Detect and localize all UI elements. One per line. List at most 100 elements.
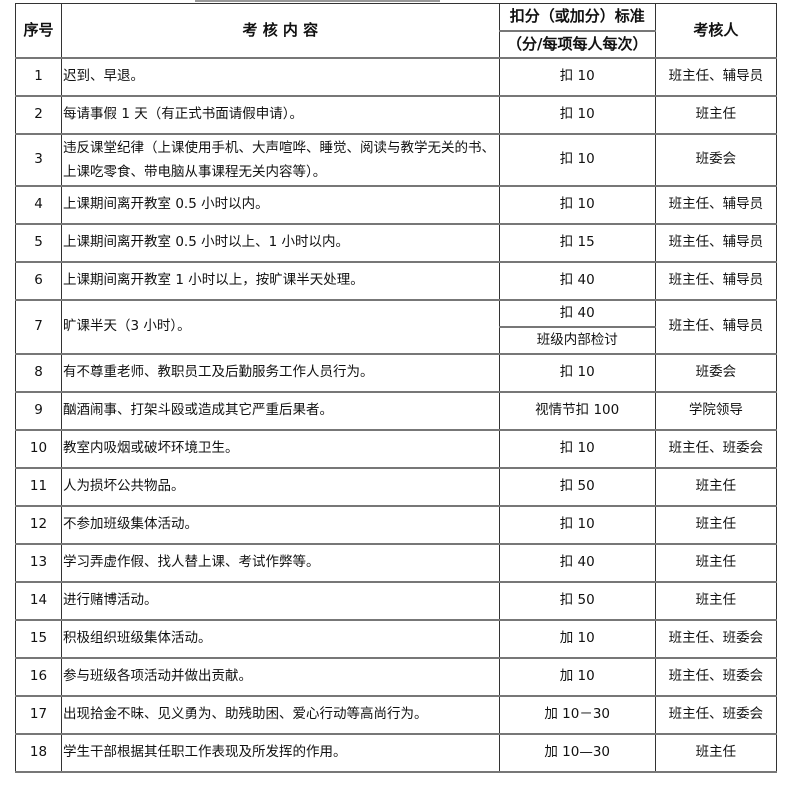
row-no: 17 xyxy=(14,695,63,735)
row-no: 14 xyxy=(14,581,63,621)
row-standard: 扣 10 xyxy=(498,57,656,97)
row-assessor: 班主任 xyxy=(654,543,778,583)
row-assessor: 班主任、班委会 xyxy=(654,695,778,735)
row-assessor: 班主任、班委会 xyxy=(654,657,778,697)
row-content: 每请事假 1 天（有正式书面请假申请）。 xyxy=(61,95,500,135)
table-row: 16 参与班级各项活动并做出贡献。加 10 班主任、班委会 xyxy=(14,657,778,697)
row-standard: 扣 10 xyxy=(498,185,656,225)
row-no: 12 xyxy=(14,505,63,545)
row-standard-note: 班级内部检讨 xyxy=(498,326,656,355)
row-assessor: 班主任、辅导员 xyxy=(654,299,778,355)
row-standard: 扣 10 xyxy=(498,353,656,393)
row-standard: 扣 50 xyxy=(498,467,656,507)
table-row: 17 出现拾金不昧、见义勇为、助残助困、爱心行动等高尚行为。加 10－30 班主任、… xyxy=(14,695,778,735)
row-no: 8 xyxy=(14,353,63,393)
row-content: 旷课半天（3 小时）。 xyxy=(61,299,500,355)
row-content: 人为损坏公共物品。 xyxy=(61,467,500,507)
table-row: 15 积极组织班级集体活动。加 10 班主任、班委会 xyxy=(14,619,778,659)
row-standard: 扣 50 xyxy=(498,581,656,621)
row-no: 6 xyxy=(14,261,63,301)
row-no: 1 xyxy=(14,57,63,97)
row-content: 积极组织班级集体活动。 xyxy=(61,619,500,659)
table-row: 10 教室内吸烟或破坏环境卫生。扣 10 班主任、班委会 xyxy=(14,429,778,469)
row-no: 5 xyxy=(14,223,63,263)
row-no: 15 xyxy=(14,619,63,659)
row-standard: 扣 40 xyxy=(498,299,656,328)
row-content: 酗酒闹事、打架斗殴或造成其它严重后果者。 xyxy=(61,391,500,431)
row-content: 有不尊重老师、教职员工及后勤服务工作人员行为。 xyxy=(61,353,500,393)
row-assessor: 班主任、辅导员 xyxy=(654,185,778,225)
header-no: 序号 xyxy=(14,3,63,59)
row-no: 18 xyxy=(14,733,63,773)
row-content: 上课期间离开教室 0.5 小时以上、1 小时以内。 xyxy=(61,223,500,263)
row-no: 11 xyxy=(14,467,63,507)
row-content: 违反课堂纪律（上课使用手机、大声喧哗、睡觉、阅读与教学无关的书、上课吃零食、带电… xyxy=(61,133,500,187)
top-rule xyxy=(195,0,440,2)
row-content: 学生干部根据其任职工作表现及所发挥的作用。 xyxy=(61,733,500,773)
row-standard: 扣 10 xyxy=(498,133,656,187)
table-header-row-2: （分/每项每人每次） xyxy=(16,30,777,59)
row-assessor: 班主任 xyxy=(654,505,778,545)
table-row: 14 进行赌博活动。扣 50 班主任 xyxy=(14,581,778,621)
row-assessor: 班主任、班委会 xyxy=(654,619,778,659)
table-row: 11 人为损坏公共物品。扣 50 班主任 xyxy=(14,467,778,507)
row-assessor: 班主任、班委会 xyxy=(654,429,778,469)
row-standard: 视情节扣 100 xyxy=(498,391,656,431)
row-no: 2 xyxy=(14,95,63,135)
table-row: 8 有不尊重老师、教职员工及后勤服务工作人员行为。扣 10 班委会 xyxy=(14,353,778,393)
row-assessor: 班主任、辅导员 xyxy=(654,261,778,301)
row-content: 学习弄虚作假、找人替上课、考试作弊等。 xyxy=(61,543,500,583)
header-standard: 扣分（或加分）标准 xyxy=(498,3,656,32)
row-standard: 扣 40 xyxy=(498,261,656,301)
row-content: 进行赌博活动。 xyxy=(61,581,500,621)
row-assessor: 学院领导 xyxy=(654,391,778,431)
row-assessor: 班主任 xyxy=(654,581,778,621)
table-row: 6 上课期间离开教室 1 小时以上，按旷课半天处理。扣 40 班主任、辅导员 xyxy=(14,261,778,301)
row-standard: 加 10—30 xyxy=(498,733,656,773)
row-standard: 加 10－30 xyxy=(498,695,656,735)
table-row: 13 学习弄虚作假、找人替上课、考试作弊等。扣 40 班主任 xyxy=(14,543,778,583)
row-content: 出现拾金不昧、见义勇为、助残助困、爱心行动等高尚行为。 xyxy=(61,695,500,735)
row-no: 13 xyxy=(14,543,63,583)
row-no: 16 xyxy=(14,657,63,697)
row-no: 3 xyxy=(14,133,63,187)
row-content: 不参加班级集体活动。 xyxy=(61,505,500,545)
table-row: 7 旷课半天（3 小时）。扣 40 班主任、辅导员 xyxy=(14,299,778,355)
table-row: 12 不参加班级集体活动。扣 10 班主任 xyxy=(14,505,778,545)
row-no: 9 xyxy=(14,391,63,431)
row-assessor: 班主任 xyxy=(654,733,778,773)
header-content: 考 核 内 容 xyxy=(61,3,500,59)
table-row: 4 上课期间离开教室 0.5 小时以内。扣 10 班主任、辅导员 xyxy=(14,185,778,225)
row-content: 迟到、早退。 xyxy=(61,57,500,97)
row-standard: 扣 40 xyxy=(498,543,656,583)
table-row: 3 违反课堂纪律（上课使用手机、大声喧哗、睡觉、阅读与教学无关的书、上课吃零食、带… xyxy=(14,133,778,187)
table-row: 1 迟到、早退。扣 10 班主任、辅导员 xyxy=(14,57,778,97)
header-standard-unit: （分/每项每人每次） xyxy=(498,30,656,59)
row-no: 10 xyxy=(14,429,63,469)
row-standard: 扣 10 xyxy=(498,95,656,135)
row-assessor: 班主任 xyxy=(654,95,778,135)
row-standard: 加 10 xyxy=(498,619,656,659)
table-row: 18 学生干部根据其任职工作表现及所发挥的作用。加 10—30 班主任 xyxy=(14,733,778,773)
row-assessor: 班委会 xyxy=(654,133,778,187)
table-row: 2 每请事假 1 天（有正式书面请假申请）。扣 10 班主任 xyxy=(14,95,778,135)
table-row-sub: 班级内部检讨 xyxy=(16,326,777,355)
row-assessor: 班委会 xyxy=(654,353,778,393)
table-header-row: 序号 考 核 内 容 扣分（或加分）标准 考核人 xyxy=(14,3,778,59)
row-content: 教室内吸烟或破坏环境卫生。 xyxy=(61,429,500,469)
row-assessor: 班主任、辅导员 xyxy=(654,57,778,97)
row-standard: 加 10 xyxy=(498,657,656,697)
row-content: 上课期间离开教室 1 小时以上，按旷课半天处理。 xyxy=(61,261,500,301)
row-standard: 扣 15 xyxy=(498,223,656,263)
row-assessor: 班主任、辅导员 xyxy=(654,223,778,263)
table-row: 9 酗酒闹事、打架斗殴或造成其它严重后果者。 视情节扣 100 学院领导 xyxy=(14,391,778,431)
row-standard: 扣 10 xyxy=(498,505,656,545)
row-assessor: 班主任 xyxy=(654,467,778,507)
row-no: 4 xyxy=(14,185,63,225)
row-content: 参与班级各项活动并做出贡献。 xyxy=(61,657,500,697)
row-no: 7 xyxy=(14,299,63,355)
assessment-table: 序号 考 核 内 容 扣分（或加分）标准 考核人 （分/每项每人每次） 1 迟到、… xyxy=(14,3,778,773)
table-row: 5 上课期间离开教室 0.5 小时以上、1 小时以内。扣 15 班主任、辅导员 xyxy=(14,223,778,263)
row-standard: 扣 10 xyxy=(498,429,656,469)
row-content: 上课期间离开教室 0.5 小时以内。 xyxy=(61,185,500,225)
